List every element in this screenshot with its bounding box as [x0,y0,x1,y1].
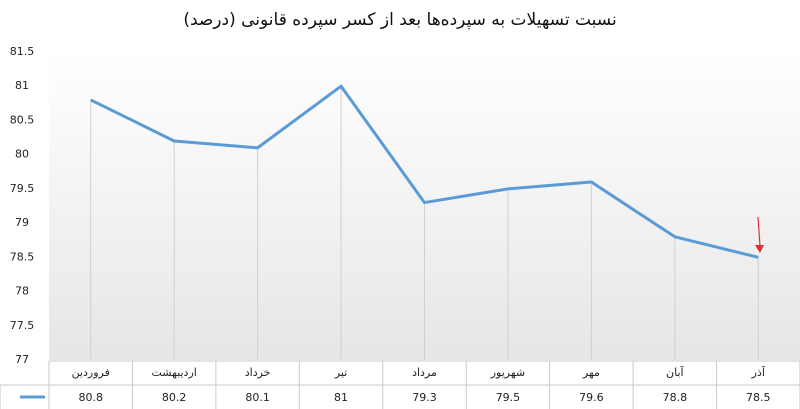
x-tick-label: خرداد [245,366,271,379]
table-value: 78.8 [663,391,688,404]
y-tick-label: 80 [15,148,29,161]
x-tick-label: فروردین [72,366,110,379]
x-tick-label: مهر [582,366,600,379]
table-value: 80.8 [78,391,103,404]
y-tick-label: 77.5 [10,319,35,332]
chart-title: نسبت تسهیلات به سپرده‌ها بعد از کسر سپرد… [183,10,616,30]
table-value: 78.5 [746,391,771,404]
x-tick-label: تیر [334,366,347,379]
table-value: 79.6 [579,391,604,404]
x-tick-label: آبان [666,365,684,379]
y-tick-label: 81 [15,79,29,92]
y-tick-label: 81.5 [10,45,35,58]
y-tick-label: 79 [15,216,29,229]
table-value: 80.2 [162,391,187,404]
x-tick-label: اردیبهشت [151,366,196,379]
series-line [90,84,759,259]
annotation-arrow [755,216,764,253]
y-tick-label: 79.5 [10,182,35,195]
table-value: 79.3 [412,391,437,404]
x-tick-label: آذر [751,365,766,379]
y-tick-label: 78.5 [10,250,35,263]
y-tick-label: 80.5 [10,113,35,126]
x-tick-label: شهریور [490,366,525,379]
table-value: 81 [334,391,348,404]
x-tick-label: مرداد [412,366,437,379]
table-value: 80.1 [245,391,270,404]
table-value: 79.5 [496,391,521,404]
y-tick-label: 77 [15,353,29,366]
y-tick-label: 78 [15,285,29,298]
